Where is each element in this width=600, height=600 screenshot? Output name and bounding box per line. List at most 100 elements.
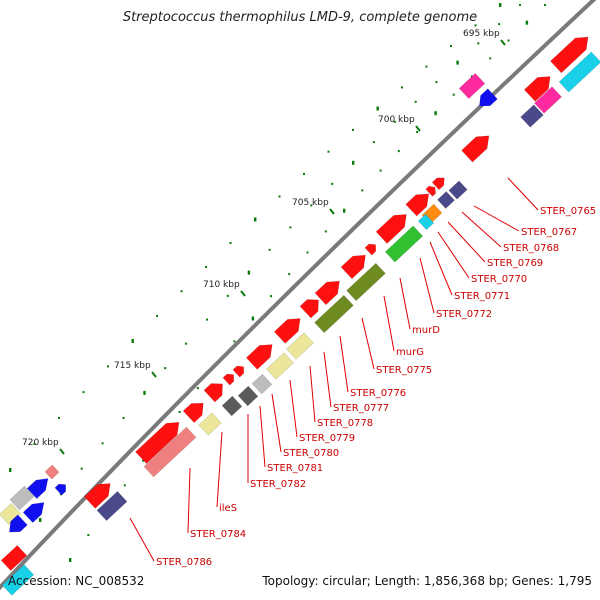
- scale-tick-10: [251, 316, 255, 321]
- scale-tick-47: [456, 60, 459, 65]
- gene-label-ster-0765[interactable]: STER_0765: [540, 206, 596, 217]
- scale-tick-18: [397, 150, 400, 153]
- scale-tick-60: [229, 242, 232, 244]
- leader-line-13: [289, 379, 298, 438]
- scale-tick-41: [331, 182, 334, 185]
- scale-tick-32: [143, 390, 146, 395]
- scale-major-tick-1: [415, 125, 421, 132]
- scale-tick-63: [303, 172, 305, 175]
- scale-tick-7: [196, 387, 199, 390]
- scale-tick-1: [87, 534, 90, 536]
- gene-label-ster-0781[interactable]: STER_0781: [267, 463, 323, 474]
- scale-tick-58: [180, 290, 183, 293]
- scale-tick-6: [178, 411, 181, 413]
- gene-label-ster-0778[interactable]: STER_0778: [317, 418, 373, 429]
- gene-features: [0, 36, 600, 596]
- gene-outer-0: [550, 36, 589, 74]
- gene-label-ster-0767[interactable]: STER_0767: [521, 227, 577, 238]
- scale-tick-57: [156, 314, 158, 317]
- gene-inner-17: [96, 490, 128, 522]
- gene-label-ster-0775[interactable]: STER_0775: [376, 365, 432, 376]
- scale-tick-19: [416, 131, 419, 133]
- scale-tick-70: [474, 24, 477, 27]
- gene-label-ster-0772[interactable]: STER_0772: [436, 309, 492, 320]
- scale-tick-50: [519, 4, 521, 6]
- gene-inner-18: [458, 72, 486, 100]
- leader-line-11: [323, 351, 332, 408]
- gene-outer-1: [523, 76, 551, 102]
- gene-inner-21: [26, 478, 49, 500]
- leader-line-5: [429, 241, 453, 296]
- gene-label-murg[interactable]: murG: [396, 347, 424, 358]
- scale-tick-29: [80, 467, 83, 470]
- leader-line-2: [461, 211, 502, 248]
- leader-line-8: [383, 295, 395, 352]
- scale-major-tick-3: [240, 290, 246, 297]
- gene-inner-19: [479, 88, 498, 107]
- scale-label-1: 700 kbp: [378, 115, 415, 125]
- gene-label-ster-0777[interactable]: STER_0777: [333, 403, 389, 414]
- scale-tick-24: [507, 39, 510, 42]
- scale-tick-11: [270, 295, 272, 298]
- gene-outer-12: [245, 344, 273, 370]
- gene-outer-17: [135, 421, 180, 465]
- label-leaders: [129, 177, 539, 562]
- scale-tick-16: [361, 189, 364, 192]
- scale-label-2: 705 kbp: [292, 198, 329, 208]
- leader-line-4: [437, 231, 470, 279]
- scale-tick-52: [33, 442, 36, 445]
- scale-tick-17: [379, 169, 382, 172]
- scale-tick-33: [164, 367, 167, 370]
- leader-line-10: [339, 335, 349, 393]
- scale-label-4: 715 kbp: [114, 361, 151, 371]
- scale-tick-20: [434, 111, 437, 116]
- gene-label-ster-0769[interactable]: STER_0769: [487, 258, 543, 269]
- gene-inner-28: [54, 483, 67, 496]
- scale-tick-13: [306, 251, 309, 254]
- gene-outer-3: [431, 177, 445, 191]
- scale-major-tick-4: [151, 371, 157, 378]
- scale-tick-28: [59, 493, 62, 496]
- gene-label-ster-0771[interactable]: STER_0771: [454, 291, 510, 302]
- scale-tick-59: [205, 265, 207, 268]
- gene-label-ster-0782[interactable]: STER_0782: [250, 479, 306, 490]
- gene-label-ster-0784[interactable]: STER_0784: [190, 529, 246, 540]
- scale-ticks: [9, 3, 546, 562]
- gene-labels: STER_0765 STER_0767 STER_0768 STER_0769 STER…: [156, 206, 596, 568]
- gene-outer-4: [425, 185, 437, 197]
- gene-label-iles[interactable]: ileS: [219, 503, 237, 514]
- leader-line-6: [419, 257, 435, 314]
- gene-outer-7: [364, 243, 377, 256]
- gene-inner-27: [1, 564, 35, 596]
- gene-inner-9: [314, 294, 354, 334]
- scale-tick-48: [477, 42, 480, 45]
- scale-tick-62: [278, 195, 281, 198]
- scale-major-tick-2: [329, 208, 335, 215]
- gene-label-ster-0780[interactable]: STER_0780: [283, 448, 339, 459]
- gene-label-ster-0768[interactable]: STER_0768: [503, 243, 559, 254]
- gene-label-ster-0779[interactable]: STER_0779: [299, 433, 355, 444]
- gene-inner-3: [448, 180, 468, 200]
- gene-label-ster-0776[interactable]: STER_0776: [350, 388, 406, 399]
- gene-inner-11: [266, 352, 294, 380]
- scale-tick-37: [247, 270, 251, 275]
- gene-outer-13: [232, 365, 245, 378]
- gene-label-ster-0786[interactable]: STER_0786: [156, 557, 212, 568]
- gene-label-murd[interactable]: murD: [412, 325, 440, 336]
- gene-inner-25: [9, 514, 28, 533]
- scale-tick-31: [122, 417, 125, 419]
- gene-outer-5: [405, 193, 430, 217]
- leader-line-0: [507, 177, 539, 211]
- scale-label-3: 710 kbp: [203, 280, 240, 290]
- scale-tick-25: [525, 20, 529, 25]
- scale-tick-35: [206, 318, 208, 321]
- gene-inner-15: [198, 412, 222, 436]
- scale-tick-38: [268, 248, 271, 251]
- scale-tick-65: [352, 128, 354, 131]
- gene-inner-10: [286, 332, 314, 360]
- scale-tick-66: [376, 106, 379, 111]
- scale-tick-46: [435, 81, 438, 84]
- gene-label-ster-0770[interactable]: STER_0770: [471, 274, 527, 285]
- gene-inner-0: [558, 51, 600, 93]
